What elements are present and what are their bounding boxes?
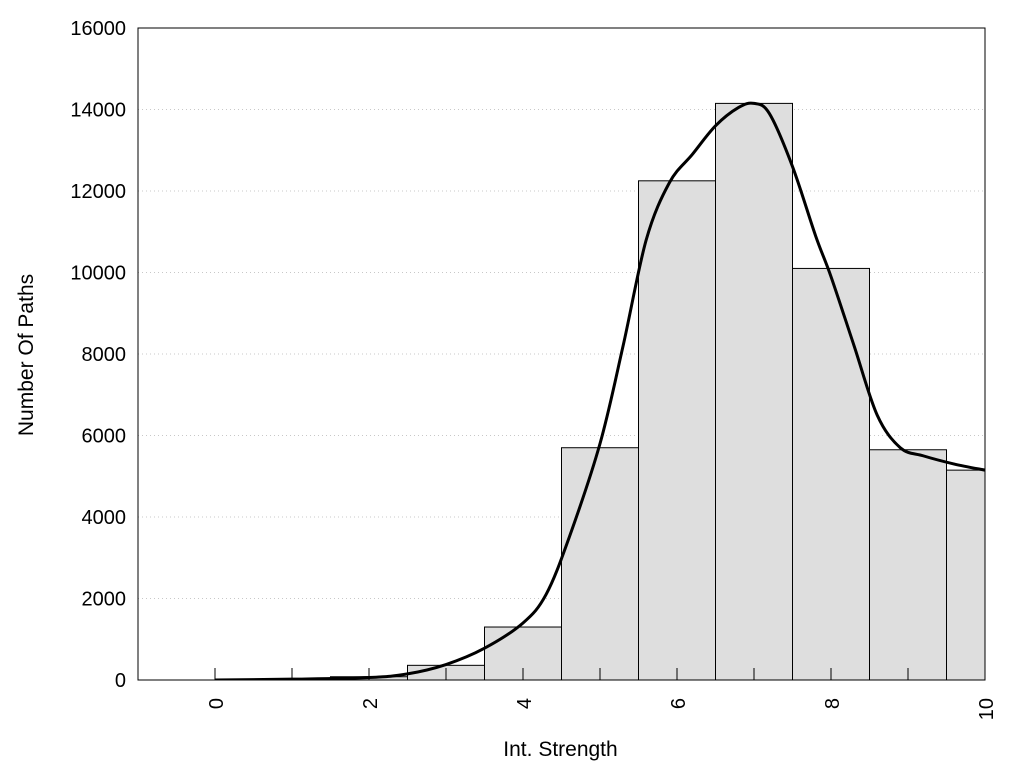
y-tick-label-12000: 12000 xyxy=(70,181,126,203)
x-tick-label-6: 6 xyxy=(668,698,690,709)
y-tick-label-6000: 6000 xyxy=(82,426,127,448)
y-tick-label-4000: 4000 xyxy=(82,507,127,529)
x-tick-label-2: 2 xyxy=(360,698,382,709)
density-curve-group xyxy=(214,101,985,680)
bar-9 xyxy=(869,449,947,680)
x-axis-ticks: 0 2 4 6 8 10 xyxy=(206,668,998,720)
x-tick-label-8: 8 xyxy=(822,698,844,709)
y-tick-label-14000: 14000 xyxy=(70,100,126,122)
y-axis-ticks: 0 2000 4000 6000 8000 10000 12000 14000 16000 xyxy=(70,18,126,692)
bar-8 xyxy=(792,267,870,680)
y-tick-label-10000: 10000 xyxy=(70,263,126,285)
plot-frame xyxy=(137,27,986,681)
bar-7 xyxy=(715,102,793,680)
bar-6 xyxy=(638,180,716,680)
density-curve xyxy=(214,101,985,680)
x-tick-label-4: 4 xyxy=(514,698,536,709)
x-axis-label: Int. Strength xyxy=(503,738,617,761)
y-tick-label-16000: 16000 xyxy=(70,18,126,40)
x-tick-label-0: 0 xyxy=(206,698,228,709)
y-tick-label-0: 0 xyxy=(115,670,126,692)
bars xyxy=(253,102,985,680)
bar-10 xyxy=(946,469,985,680)
x-tick-label-10: 10 xyxy=(976,698,998,720)
y-axis-label: Number Of Paths xyxy=(15,274,38,436)
y-tick-label-8000: 8000 xyxy=(82,344,127,366)
y-tick-label-2000: 2000 xyxy=(82,589,127,611)
bar-5 xyxy=(561,447,639,680)
